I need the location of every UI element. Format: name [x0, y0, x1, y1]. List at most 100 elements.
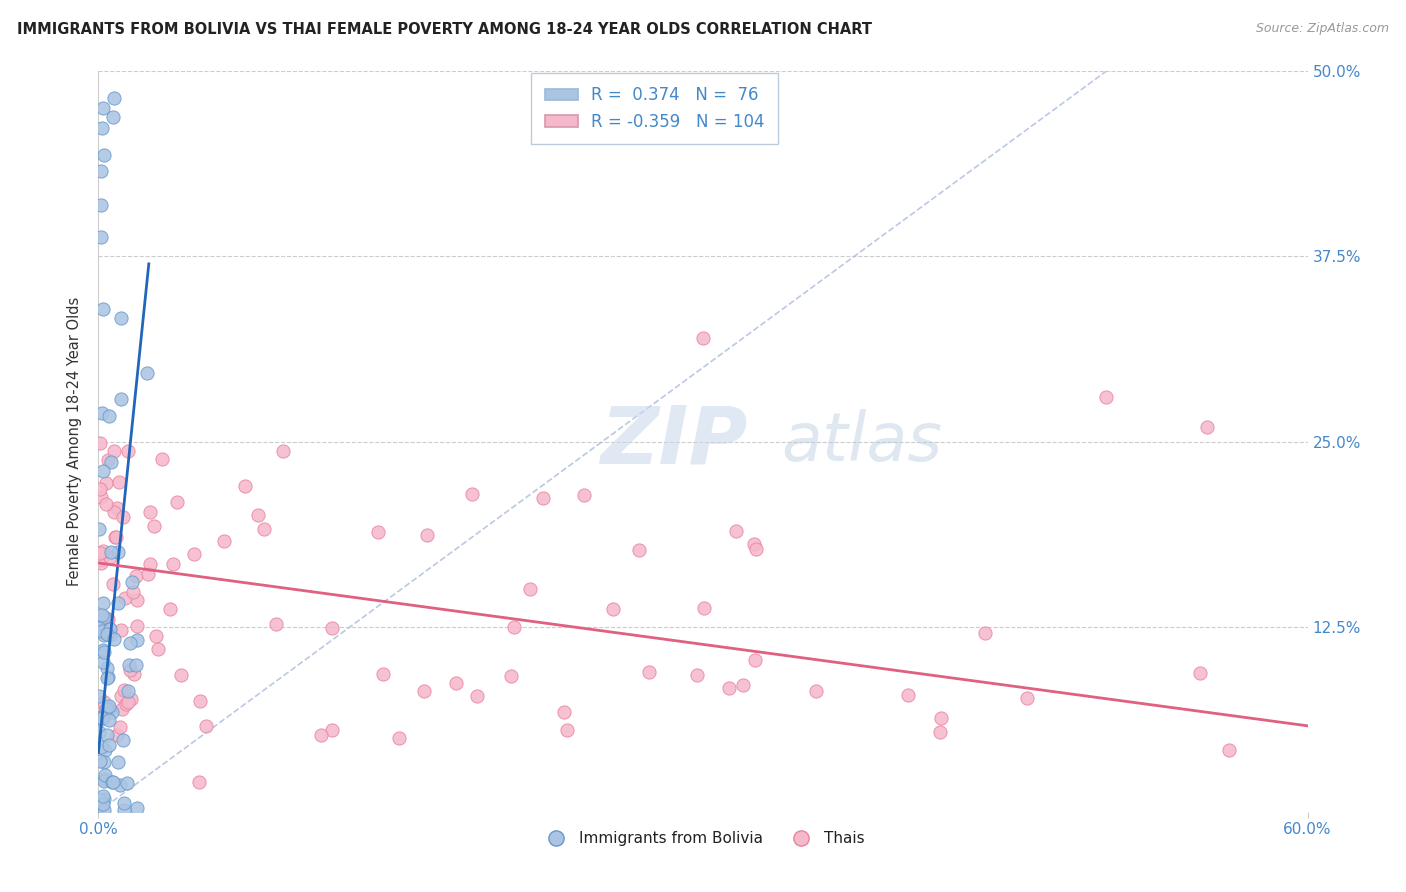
Point: [93, 147, 115, 161]
Point: [555, 723, 578, 737]
Point: [1188, 665, 1211, 680]
Point: [115, 697, 138, 711]
Point: [107, 475, 129, 489]
Point: [103, 775, 125, 789]
Point: [96, 672, 118, 686]
Point: [136, 366, 159, 380]
Point: [93, 610, 115, 624]
Point: [90, 710, 112, 724]
Point: [103, 443, 125, 458]
Point: [1015, 690, 1038, 705]
Point: [136, 567, 159, 582]
Point: [105, 501, 128, 516]
Legend: Immigrants from Bolivia, Thais: Immigrants from Bolivia, Thais: [534, 825, 872, 852]
Point: [553, 705, 575, 719]
Point: [93, 803, 115, 817]
Point: [89, 711, 111, 725]
Point: [89, 707, 111, 722]
Point: [89, 546, 111, 560]
Point: [253, 522, 276, 536]
Point: [212, 533, 235, 548]
Point: [499, 669, 522, 683]
Point: [98, 628, 121, 642]
Point: [142, 518, 165, 533]
Point: [90, 197, 112, 211]
Point: [91, 789, 114, 804]
Point: [1195, 419, 1218, 434]
Point: [125, 569, 148, 583]
Point: [93, 774, 115, 789]
Point: [572, 488, 595, 502]
Point: [97, 409, 120, 423]
Point: [93, 645, 115, 659]
Point: [118, 658, 141, 673]
Point: [195, 719, 218, 733]
Point: [103, 632, 125, 646]
Point: [98, 699, 121, 714]
Point: [93, 621, 115, 635]
Point: [112, 796, 135, 810]
Point: [1218, 743, 1240, 757]
Point: [183, 547, 205, 561]
Point: [91, 655, 114, 669]
Point: [97, 738, 120, 752]
Point: [693, 601, 716, 615]
Point: [148, 641, 170, 656]
Point: [91, 643, 114, 657]
Y-axis label: Female Poverty Among 18-24 Year Olds: Female Poverty Among 18-24 Year Olds: [67, 297, 83, 586]
Point: [89, 793, 111, 807]
Point: [100, 455, 122, 469]
Text: ZIP: ZIP: [600, 402, 748, 481]
Point: [90, 711, 112, 725]
Point: [96, 728, 118, 742]
Point: [108, 720, 131, 734]
Point: [127, 592, 149, 607]
Point: [117, 443, 139, 458]
Point: [90, 490, 112, 504]
Point: [692, 331, 714, 345]
Point: [91, 595, 114, 609]
Point: [122, 584, 145, 599]
Point: [519, 582, 541, 596]
Point: [273, 443, 295, 458]
Point: [461, 487, 484, 501]
Point: [110, 623, 132, 637]
Point: [125, 800, 148, 814]
Point: [309, 728, 332, 742]
Point: [247, 508, 270, 523]
Point: [90, 556, 112, 570]
Point: [744, 653, 766, 667]
Point: [742, 537, 765, 551]
Point: [91, 607, 114, 622]
Point: [111, 702, 134, 716]
Point: [98, 623, 121, 637]
Point: [101, 775, 124, 789]
Point: [93, 628, 115, 642]
Point: [103, 91, 125, 105]
Point: [98, 623, 121, 637]
Point: [100, 705, 122, 719]
Point: [89, 436, 111, 450]
Point: [87, 725, 110, 739]
Point: [465, 689, 488, 703]
Point: [170, 668, 193, 682]
Point: [97, 453, 120, 467]
Point: [321, 723, 343, 737]
Text: IMMIGRANTS FROM BOLIVIA VS THAI FEMALE POVERTY AMONG 18-24 YEAR OLDS CORRELATION: IMMIGRANTS FROM BOLIVIA VS THAI FEMALE P…: [17, 22, 872, 37]
Point: [733, 678, 755, 692]
Point: [118, 636, 141, 650]
Point: [90, 163, 112, 178]
Point: [96, 627, 118, 641]
Point: [139, 505, 162, 519]
Point: [717, 681, 740, 695]
Point: [89, 754, 111, 768]
Point: [111, 732, 134, 747]
Point: [125, 658, 148, 673]
Point: [108, 778, 131, 792]
Point: [117, 695, 139, 709]
Point: [90, 553, 112, 567]
Point: [159, 602, 181, 616]
Point: [97, 612, 120, 626]
Point: [806, 684, 828, 698]
Point: [87, 522, 110, 536]
